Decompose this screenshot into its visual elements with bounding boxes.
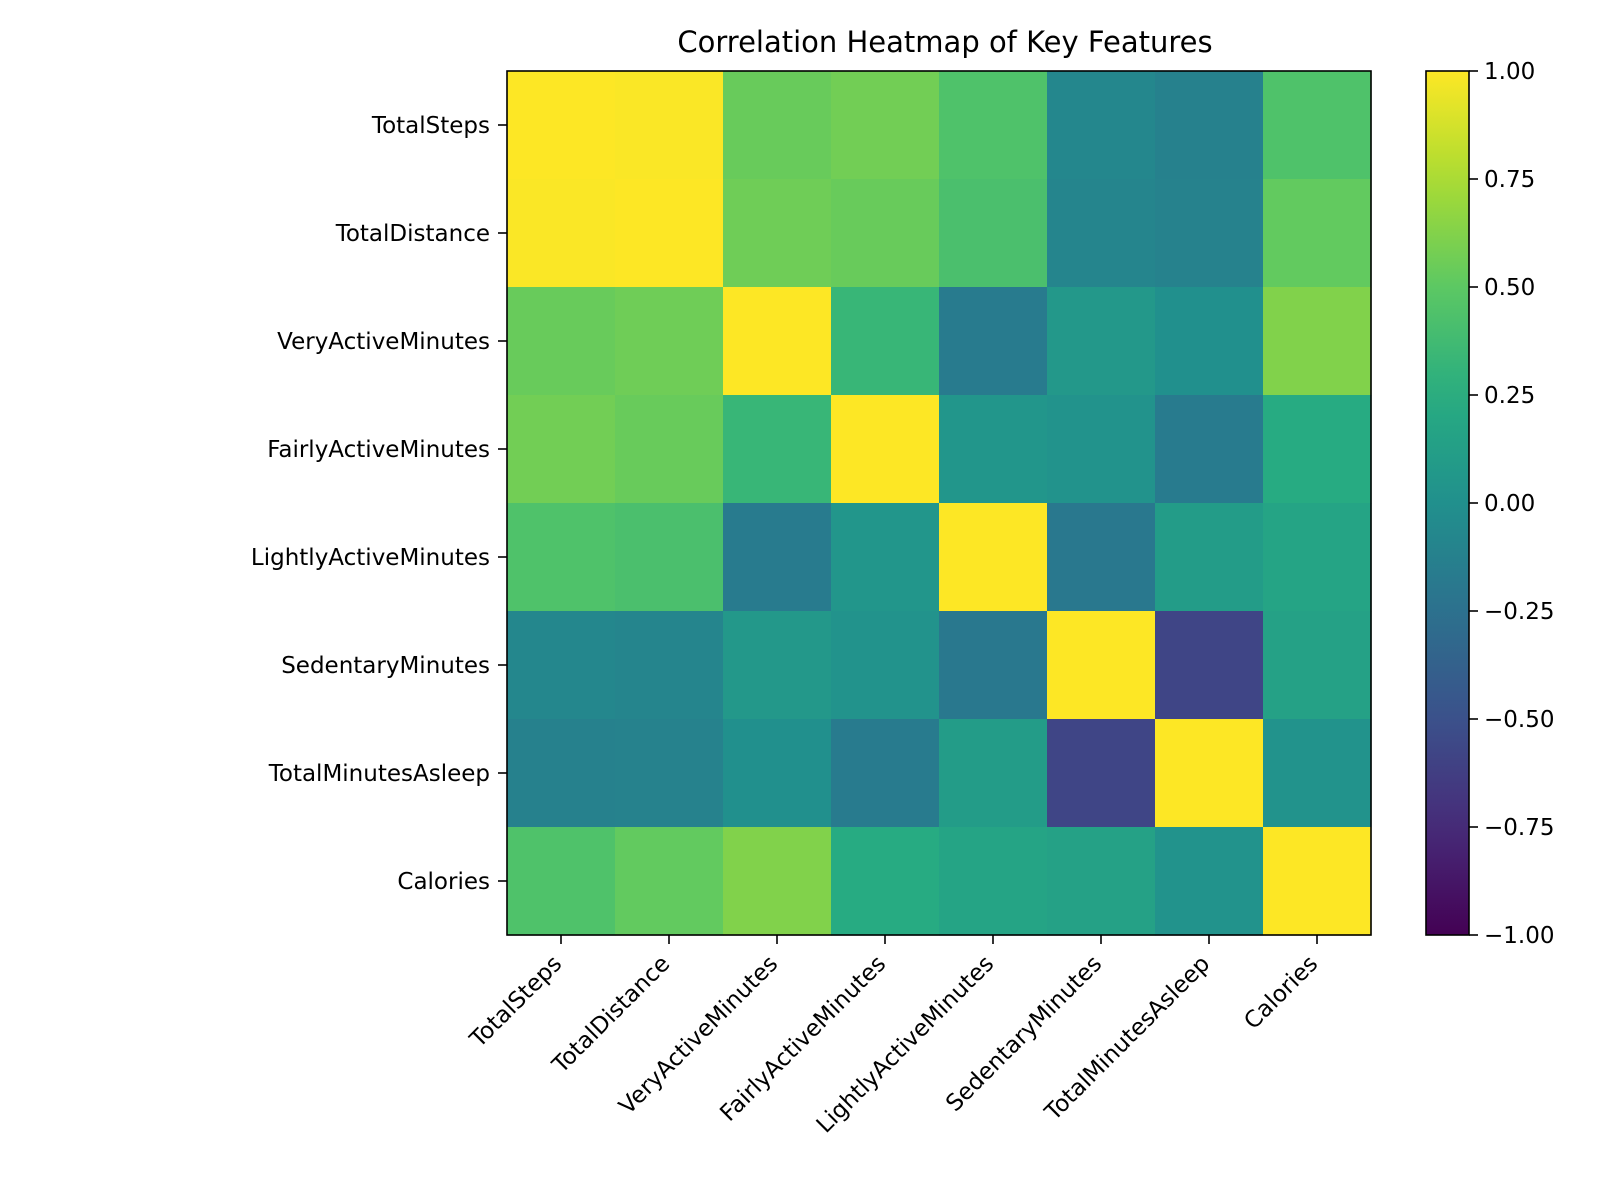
heatmap-cell: [615, 719, 724, 828]
heatmap-cell: [507, 719, 616, 828]
heatmap-cell: [723, 827, 832, 936]
heatmap-cells: [507, 71, 1372, 936]
heatmap-cell: [1047, 287, 1156, 396]
colorbar-tick-label: 0.50: [1484, 275, 1535, 301]
heatmap-cell: [939, 71, 1048, 180]
heatmap-cell: [1263, 611, 1372, 720]
heatmap-cell: [615, 611, 724, 720]
heatmap-cell: [723, 71, 832, 180]
plot-frame: [506, 70, 1372, 936]
heatmap-cell: [1155, 395, 1264, 504]
heatmap-cell: [615, 71, 724, 180]
heatmap-cell: [939, 395, 1048, 504]
heatmap-cell: [1155, 503, 1264, 612]
heatmap-cell: [507, 287, 616, 396]
heatmap-cell: [1155, 611, 1264, 720]
colorbar-tick-label: −0.75: [1484, 815, 1554, 841]
x-tick-label: LightlyActiveMinutes: [812, 951, 999, 1138]
heatmap-cell: [1155, 719, 1264, 828]
heatmap-cell: [615, 179, 724, 288]
heatmap-cell: [1263, 395, 1372, 504]
colorbar-tick-label: 0.00: [1484, 491, 1535, 517]
y-tick-label: FairlyActiveMinutes: [267, 437, 490, 463]
heatmap-cell: [723, 503, 832, 612]
heatmap-cell: [831, 179, 940, 288]
y-tick-label: TotalMinutesAsleep: [268, 761, 490, 787]
heatmap-cell: [1047, 827, 1156, 936]
heatmap-cell: [1263, 179, 1372, 288]
y-tick-label: TotalSteps: [371, 113, 490, 139]
heatmap-cell: [831, 719, 940, 828]
heatmap-cell: [939, 503, 1048, 612]
y-axis: TotalSteps TotalDistance VeryActiveMinutes…: [251, 113, 507, 895]
heatmap-cell: [831, 611, 940, 720]
colorbar-tick-label: −0.50: [1484, 707, 1554, 733]
heatmap-cell: [1047, 503, 1156, 612]
heatmap-cell: [723, 611, 832, 720]
heatmap-cell: [1263, 503, 1372, 612]
heatmap-cell: [1263, 287, 1372, 396]
heatmap-cell: [831, 71, 940, 180]
heatmap-cell: [723, 287, 832, 396]
heatmap-cell: [1047, 71, 1156, 180]
heatmap-cell: [831, 503, 940, 612]
heatmap-cell: [507, 503, 616, 612]
heatmap-cell: [831, 827, 940, 936]
heatmap-cell: [1047, 179, 1156, 288]
heatmap-cell: [615, 395, 724, 504]
heatmap-cell: [939, 719, 1048, 828]
y-tick-label: TotalDistance: [335, 221, 490, 247]
heatmap-cell: [507, 827, 616, 936]
x-tick-label: TotalSteps: [465, 951, 568, 1054]
heatmap-cell: [1047, 719, 1156, 828]
heatmap-cell: [1155, 287, 1264, 396]
colorbar: 1.00 0.75 0.50 0.25 0.00 −0.25 −0.50 −0.75 −1.00: [1425, 59, 1554, 949]
y-tick-label: LightlyActiveMinutes: [251, 545, 490, 571]
heatmap-cell: [1263, 719, 1372, 828]
y-tick-label: Calories: [397, 869, 490, 895]
heatmap-cell: [507, 179, 616, 288]
heatmap-cell: [939, 611, 1048, 720]
heatmap-cell: [1155, 71, 1264, 180]
heatmap-cell: [1263, 827, 1372, 936]
heatmap-cell: [723, 395, 832, 504]
x-axis: TotalStepsTotalDistanceVeryActiveMinutes…: [465, 935, 1323, 1138]
colorbar-tick-label: 0.75: [1484, 167, 1535, 193]
heatmap-cell: [723, 719, 832, 828]
heatmap-cell: [507, 71, 616, 180]
heatmap-cell: [1047, 611, 1156, 720]
heatmap-cell: [831, 395, 940, 504]
heatmap-cell: [1155, 827, 1264, 936]
y-tick-label: SedentaryMinutes: [281, 653, 490, 679]
heatmap-cell: [1047, 395, 1156, 504]
heatmap-cell: [939, 827, 1048, 936]
heatmap-cell: [615, 503, 724, 612]
colorbar-tick-label: −1.00: [1484, 923, 1554, 949]
heatmap-cell: [939, 287, 1048, 396]
heatmap-cell: [723, 179, 832, 288]
heatmap-cell: [939, 179, 1048, 288]
heatmap-cell: [507, 611, 616, 720]
heatmap-cell: [1263, 71, 1372, 180]
heatmap-cell: [615, 287, 724, 396]
heatmap-cell: [507, 395, 616, 504]
chart-title: Correlation Heatmap of Key Features: [677, 25, 1212, 59]
colorbar-tick-label: 1.00: [1484, 59, 1535, 85]
x-tick-label: Calories: [1239, 951, 1323, 1035]
colorbar-tick-label: −0.25: [1484, 599, 1554, 625]
y-tick-label: VeryActiveMinutes: [277, 329, 490, 355]
colorbar-gradient: [1426, 71, 1469, 935]
heatmap-cell: [1155, 179, 1264, 288]
heatmap-cell: [615, 827, 724, 936]
heatmap-cell: [831, 287, 940, 396]
colorbar-tick-label: 0.25: [1484, 383, 1535, 409]
